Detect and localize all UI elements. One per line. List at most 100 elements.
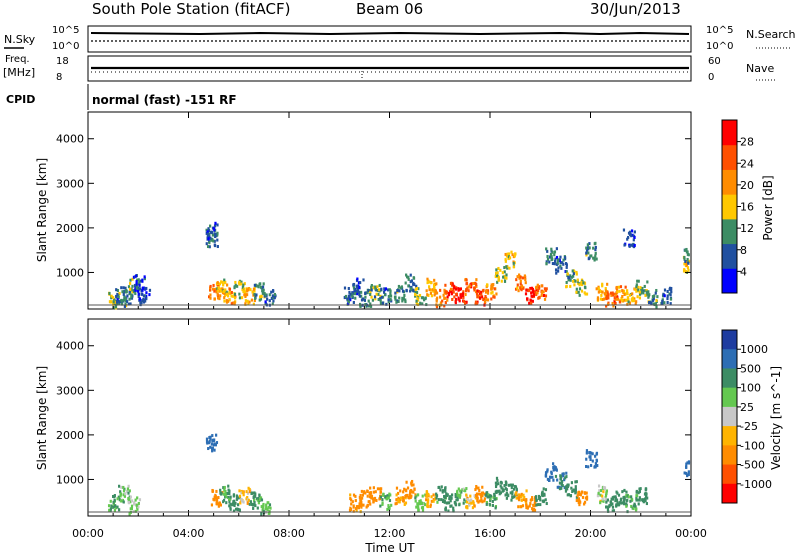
backscatter-cell (457, 493, 460, 497)
backscatter-cell (240, 499, 244, 503)
backscatter-cell (415, 284, 418, 288)
backscatter-cell (601, 298, 604, 302)
backscatter-cell (457, 287, 460, 291)
backscatter-cell (406, 493, 409, 497)
backscatter-cell (496, 271, 499, 275)
backscatter-cell (136, 496, 139, 500)
backscatter-cell (513, 495, 516, 499)
backscatter-cell (503, 484, 506, 488)
backscatter-cell (260, 512, 263, 516)
backscatter-cell (223, 281, 226, 285)
backscatter-cell (253, 498, 256, 502)
backscatter-cell (601, 497, 604, 501)
backscatter-cell (440, 498, 443, 502)
backscatter-cell (242, 290, 245, 294)
backscatter-cell (583, 491, 587, 495)
backscatter-cell (569, 274, 572, 278)
backscatter-cell (214, 493, 217, 497)
backscatter-cell (138, 297, 142, 301)
backscatter-cell (575, 499, 578, 503)
backscatter-cell (632, 507, 635, 511)
backscatter-cell (605, 489, 609, 493)
backscatter-cell (614, 496, 617, 500)
backscatter-cell (557, 266, 560, 270)
backscatter-cell (211, 287, 215, 291)
backscatter-cell (207, 237, 210, 241)
backscatter-cell (464, 489, 467, 493)
backscatter-cell (219, 287, 222, 291)
backscatter-cell (212, 239, 215, 243)
backscatter-cell (492, 295, 495, 299)
backscatter-cell (452, 290, 455, 294)
backscatter-cell (520, 288, 523, 292)
backscatter-cell (213, 288, 216, 292)
backscatter-cell (114, 504, 117, 508)
backscatter-cell (215, 433, 218, 437)
backscatter-cell (606, 282, 609, 286)
backscatter-cell (457, 296, 460, 300)
backscatter-cell (459, 493, 462, 497)
backscatter-cell (633, 297, 636, 301)
backscatter-cell (494, 481, 498, 485)
backscatter-cell (476, 289, 479, 293)
backscatter-cell (601, 282, 604, 286)
backscatter-cell (142, 286, 145, 290)
backscatter-cell (415, 299, 418, 303)
backscatter-cell (455, 292, 458, 296)
backscatter-cell (481, 485, 484, 489)
backscatter-cell (503, 279, 507, 283)
backscatter-cell (129, 507, 132, 511)
backscatter-cell (588, 455, 591, 459)
backscatter-cell (248, 502, 251, 506)
backscatter-cell (226, 492, 229, 496)
backscatter-cell (253, 491, 256, 495)
backscatter-cell (225, 495, 228, 499)
backscatter-cell (594, 254, 597, 258)
backscatter-cell (654, 302, 657, 306)
backscatter-cell (209, 287, 212, 291)
backscatter-cell (253, 501, 256, 505)
backscatter-cell (264, 300, 267, 304)
velocity-colorbar-tick-label: 25 (740, 401, 754, 414)
backscatter-cell (626, 237, 629, 241)
backscatter-cell (497, 266, 500, 270)
backscatter-cell (601, 290, 604, 294)
backscatter-cell (528, 504, 531, 508)
backscatter-cell (272, 289, 275, 293)
backscatter-cell (498, 492, 501, 496)
backscatter-cell (206, 230, 209, 234)
backscatter-cell (218, 282, 222, 286)
backscatter-cell (360, 496, 364, 500)
backscatter-cell (432, 499, 435, 503)
backscatter-cell (545, 261, 548, 265)
backscatter-cell (454, 297, 458, 301)
backscatter-cell (243, 282, 246, 286)
backscatter-cell (420, 296, 424, 300)
backscatter-cell (379, 299, 382, 303)
backscatter-cell (414, 293, 417, 297)
backscatter-cell (529, 299, 533, 303)
backscatter-cell (209, 437, 212, 441)
backscatter-cell (121, 290, 124, 294)
backscatter-cell (496, 479, 499, 483)
backscatter-cell (631, 297, 634, 301)
backscatter-cell (412, 490, 415, 494)
backscatter-cell (579, 493, 582, 497)
backscatter-cell (430, 499, 433, 503)
backscatter-cell (505, 265, 508, 269)
backscatter-cell (629, 233, 632, 237)
backscatter-cell (585, 253, 588, 257)
backscatter-cell (404, 298, 407, 302)
backscatter-cell (355, 289, 358, 293)
backscatter-cell (240, 282, 243, 286)
backscatter-cell (567, 278, 570, 282)
backscatter-cell (603, 292, 606, 296)
backscatter-cell (211, 434, 214, 438)
x-tick-label: 04:00 (173, 527, 205, 540)
backscatter-cell (136, 505, 139, 509)
backscatter-cell (412, 483, 415, 487)
backscatter-cell (241, 288, 244, 292)
backscatter-cell (367, 288, 370, 292)
backscatter-cell (425, 498, 428, 502)
backscatter-cell (578, 503, 581, 507)
